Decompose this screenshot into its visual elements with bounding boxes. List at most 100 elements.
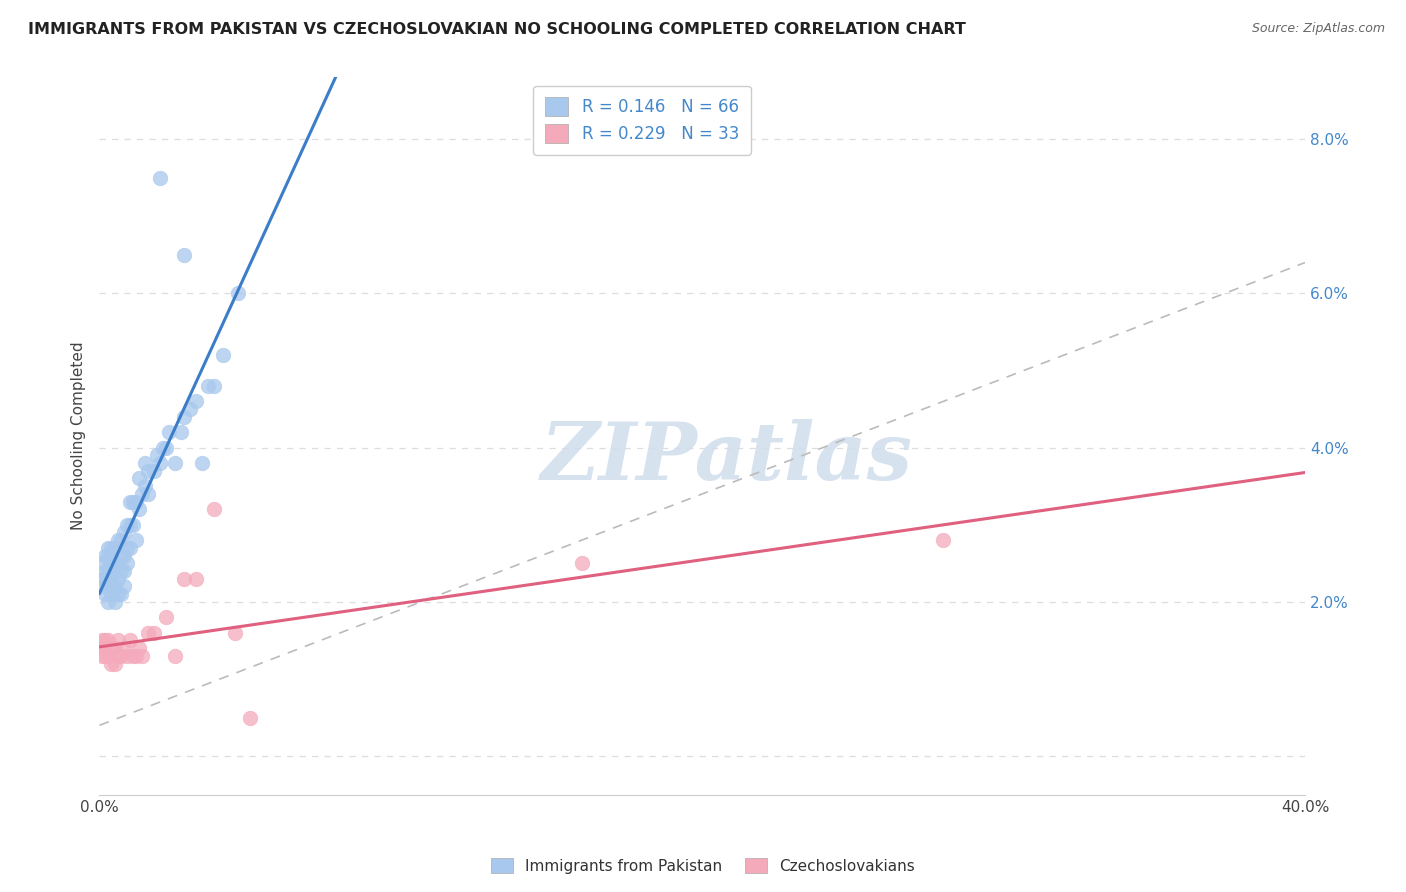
Point bbox=[124, 533, 146, 548]
Point bbox=[107, 648, 129, 663]
Point bbox=[115, 517, 138, 532]
Point bbox=[94, 549, 117, 563]
Y-axis label: No Schooling Completed: No Schooling Completed bbox=[72, 342, 86, 531]
Point bbox=[94, 572, 117, 586]
Point bbox=[94, 633, 117, 648]
Point bbox=[112, 525, 135, 540]
Point bbox=[100, 557, 122, 571]
Point bbox=[110, 587, 132, 601]
Point bbox=[97, 633, 120, 648]
Text: Source: ZipAtlas.com: Source: ZipAtlas.com bbox=[1251, 22, 1385, 36]
Point bbox=[107, 587, 129, 601]
Point bbox=[145, 448, 167, 462]
Point bbox=[197, 379, 219, 393]
Point bbox=[128, 502, 150, 516]
Point bbox=[115, 541, 138, 555]
Point bbox=[115, 648, 138, 663]
Text: ZIPatlas: ZIPatlas bbox=[540, 419, 912, 496]
Legend: R = 0.146   N = 66, R = 0.229   N = 33: R = 0.146 N = 66, R = 0.229 N = 33 bbox=[533, 86, 751, 155]
Point bbox=[173, 572, 195, 586]
Point bbox=[170, 425, 193, 440]
Point bbox=[94, 648, 117, 663]
Point bbox=[184, 394, 207, 409]
Point bbox=[94, 587, 117, 601]
Point bbox=[115, 557, 138, 571]
Point bbox=[131, 487, 153, 501]
Point bbox=[103, 595, 125, 609]
Point bbox=[107, 557, 129, 571]
Point bbox=[224, 625, 246, 640]
Point bbox=[179, 402, 201, 417]
Point bbox=[173, 248, 195, 262]
Point bbox=[94, 641, 117, 656]
Point bbox=[103, 541, 125, 555]
Point bbox=[103, 657, 125, 671]
Point bbox=[112, 549, 135, 563]
Point bbox=[112, 564, 135, 578]
Point bbox=[100, 541, 122, 555]
Point bbox=[128, 641, 150, 656]
Point bbox=[134, 456, 156, 470]
Point bbox=[136, 487, 159, 501]
Point bbox=[932, 533, 955, 548]
Point bbox=[110, 549, 132, 563]
Point bbox=[155, 441, 177, 455]
Point bbox=[112, 641, 135, 656]
Point bbox=[136, 464, 159, 478]
Point bbox=[94, 564, 117, 578]
Point bbox=[131, 648, 153, 663]
Point bbox=[118, 494, 141, 508]
Point bbox=[212, 348, 235, 362]
Point bbox=[100, 641, 122, 656]
Point bbox=[121, 517, 143, 532]
Point bbox=[134, 479, 156, 493]
Point bbox=[100, 657, 122, 671]
Point bbox=[155, 610, 177, 624]
Point bbox=[202, 502, 225, 516]
Point bbox=[91, 572, 114, 586]
Point bbox=[97, 549, 120, 563]
Point bbox=[121, 648, 143, 663]
Point bbox=[91, 579, 114, 593]
Point bbox=[173, 409, 195, 424]
Point bbox=[100, 572, 122, 586]
Point bbox=[118, 517, 141, 532]
Point bbox=[103, 564, 125, 578]
Point bbox=[163, 648, 186, 663]
Point bbox=[191, 456, 214, 470]
Point bbox=[118, 541, 141, 555]
Point bbox=[97, 541, 120, 555]
Point bbox=[103, 579, 125, 593]
Point bbox=[110, 648, 132, 663]
Point bbox=[128, 471, 150, 485]
Legend: Immigrants from Pakistan, Czechoslovakians: Immigrants from Pakistan, Czechoslovakia… bbox=[485, 852, 921, 880]
Point bbox=[226, 286, 249, 301]
Point bbox=[97, 648, 120, 663]
Point bbox=[91, 557, 114, 571]
Point bbox=[103, 641, 125, 656]
Point bbox=[107, 533, 129, 548]
Point bbox=[142, 625, 165, 640]
Point bbox=[91, 633, 114, 648]
Point bbox=[100, 587, 122, 601]
Point bbox=[136, 625, 159, 640]
Point bbox=[107, 572, 129, 586]
Point bbox=[91, 641, 114, 656]
Point bbox=[124, 494, 146, 508]
Point bbox=[97, 579, 120, 593]
Point bbox=[571, 557, 593, 571]
Point bbox=[142, 464, 165, 478]
Point bbox=[91, 648, 114, 663]
Point bbox=[152, 441, 174, 455]
Point bbox=[112, 579, 135, 593]
Point bbox=[118, 633, 141, 648]
Point bbox=[157, 425, 180, 440]
Point bbox=[202, 379, 225, 393]
Point bbox=[184, 572, 207, 586]
Point bbox=[97, 564, 120, 578]
Point bbox=[149, 456, 172, 470]
Text: IMMIGRANTS FROM PAKISTAN VS CZECHOSLOVAKIAN NO SCHOOLING COMPLETED CORRELATION C: IMMIGRANTS FROM PAKISTAN VS CZECHOSLOVAK… bbox=[28, 22, 966, 37]
Point bbox=[97, 595, 120, 609]
Point bbox=[103, 557, 125, 571]
Point bbox=[110, 564, 132, 578]
